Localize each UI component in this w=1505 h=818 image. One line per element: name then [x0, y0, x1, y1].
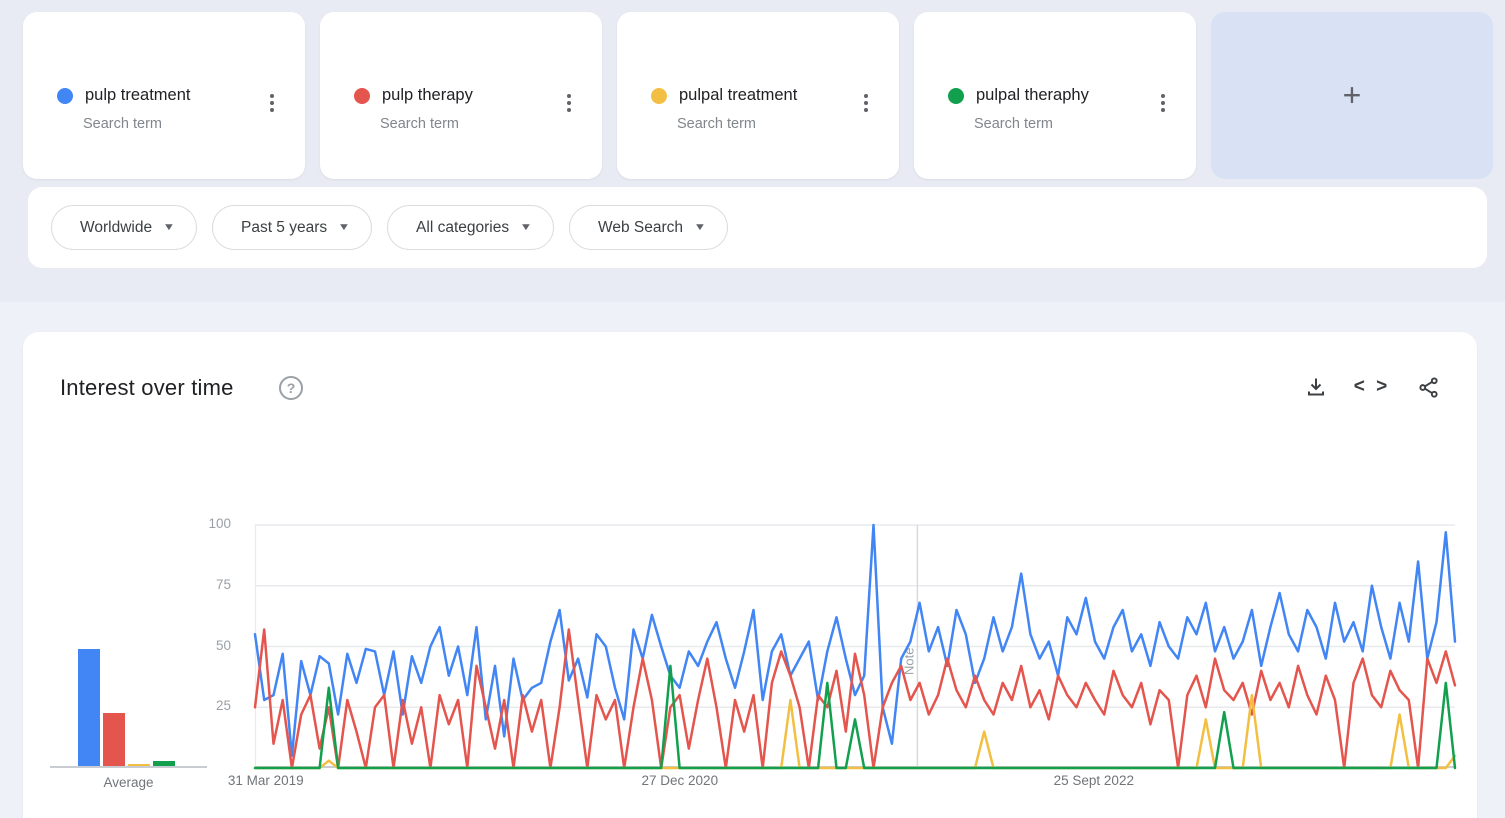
time-range-filter-label: Past 5 years — [240, 218, 328, 236]
panel-title: Interest over time — [60, 375, 234, 400]
time-range-filter-dropdown[interactable]: Past 5 years ▼ — [211, 205, 373, 250]
x-axis-label: 27 Dec 2020 — [641, 773, 719, 788]
average-bar-chart — [50, 525, 207, 768]
x-axis-labels: 31 Mar 2019 27 Dec 2020 25 Sept 2022 — [228, 773, 1455, 793]
interest-over-time-chart[interactable]: Note — [253, 523, 1457, 770]
search-type-filter-label: Web Search — [598, 218, 684, 236]
search-term-card-3: pulpal treatment Search term — [617, 12, 899, 179]
search-term-label: pulpal theraphy — [976, 86, 1089, 104]
interest-over-time-card: Interest over time ? < > Average 25 50 75 1… — [23, 332, 1477, 818]
average-axis-label: Average — [103, 775, 154, 790]
search-terms-row: pulp treatment Search term pulp therapy … — [23, 12, 1493, 179]
average-bar-pulpal-theraphy — [153, 761, 175, 766]
search-term-label: pulp therapy — [382, 86, 473, 104]
average-bar-pulpal-treatment — [128, 763, 150, 766]
plus-icon: + — [1342, 77, 1362, 113]
kebab-menu-icon[interactable] — [263, 90, 281, 116]
search-type-filter-dropdown[interactable]: Web Search ▼ — [569, 205, 728, 250]
search-term-card-2: pulp therapy Search term — [320, 12, 602, 179]
search-term-type: Search term — [380, 116, 459, 132]
filter-bar: Worldwide ▼ Past 5 years ▼ All categorie… — [28, 187, 1487, 268]
search-term-label: pulpal treatment — [679, 86, 798, 104]
series-color-dot — [57, 88, 73, 104]
series-color-dot — [948, 88, 964, 104]
x-axis-label: 25 Sept 2022 — [1053, 773, 1134, 788]
x-axis-label: 31 Mar 2019 — [227, 773, 304, 788]
chevron-down-icon: ▼ — [519, 222, 533, 233]
kebab-menu-icon[interactable] — [1154, 90, 1172, 116]
panel-actions: < > — [1303, 374, 1441, 400]
region-filter-dropdown[interactable]: Worldwide ▼ — [51, 205, 197, 250]
share-icon[interactable] — [1415, 374, 1441, 400]
download-icon[interactable] — [1303, 374, 1329, 400]
average-bar-pulp-treatment — [78, 649, 100, 766]
trend-line-pulp-therapy — [253, 628, 1457, 770]
search-term-type: Search term — [974, 116, 1053, 132]
trend-line-pulp-treatment — [253, 523, 1457, 758]
embed-icon[interactable]: < > — [1353, 376, 1391, 397]
kebab-menu-icon[interactable] — [857, 90, 875, 116]
y-axis-label: 75 — [215, 576, 231, 592]
search-term-type: Search term — [83, 116, 162, 132]
search-term-card-1: pulp treatment Search term — [23, 12, 305, 179]
y-axis-label: 100 — [208, 516, 231, 531]
search-term-type: Search term — [677, 116, 756, 132]
region-filter-label: Worldwide — [80, 218, 153, 236]
chevron-down-icon: ▼ — [337, 222, 351, 233]
search-term-label: pulp treatment — [85, 86, 191, 104]
category-filter-dropdown[interactable]: All categories ▼ — [387, 205, 554, 250]
help-icon[interactable]: ? — [279, 376, 303, 400]
series-color-dot — [651, 88, 667, 104]
y-axis-labels: 25 50 75 100 — [191, 516, 243, 768]
note-annotation-label[interactable]: Note — [901, 648, 916, 675]
chevron-down-icon: ▼ — [162, 222, 176, 233]
series-color-dot — [354, 88, 370, 104]
kebab-menu-icon[interactable] — [560, 90, 578, 116]
category-filter-label: All categories — [416, 218, 510, 236]
chevron-down-icon: ▼ — [693, 222, 707, 233]
y-axis-label: 50 — [215, 637, 231, 653]
average-bar-pulp-therapy — [103, 712, 125, 766]
add-comparison-button[interactable]: + — [1211, 12, 1493, 179]
search-term-card-4: pulpal theraphy Search term — [914, 12, 1196, 179]
y-axis-label: 25 — [215, 698, 231, 714]
trend-line-pulpal-theraphy — [253, 664, 1457, 770]
